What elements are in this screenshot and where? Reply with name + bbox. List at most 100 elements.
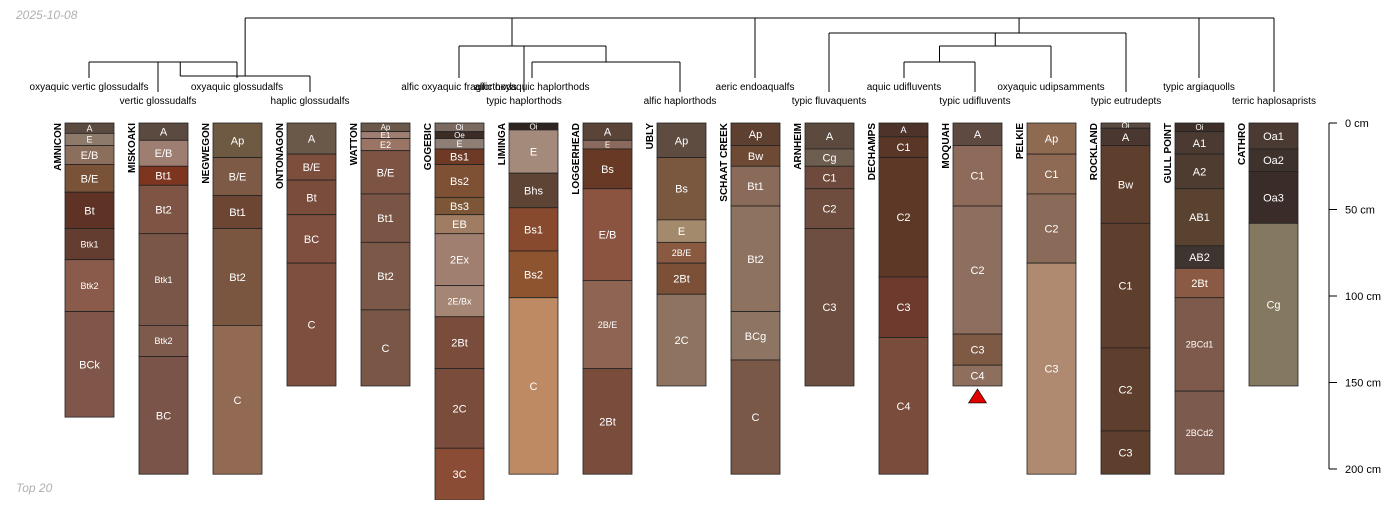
horizon: [804, 228, 855, 387]
horizon-label: A: [1122, 132, 1130, 144]
horizon-label: A: [86, 123, 92, 133]
date-label: 2025-10-08: [16, 8, 78, 22]
horizon: [434, 285, 485, 318]
taxon-label: vertic glossudalfs: [120, 96, 197, 107]
horizon-label: 2B/E: [598, 320, 618, 330]
horizon-label: A: [974, 129, 982, 141]
horizon: [1100, 430, 1151, 475]
horizon: [360, 309, 411, 387]
profile-name: DECHAMPS: [867, 123, 878, 181]
horizon: [138, 233, 189, 326]
horizon: [1100, 145, 1151, 224]
horizon-label: E: [605, 141, 610, 150]
horizon-label: Oi: [1122, 121, 1130, 130]
profile-cathro: Oa1 Oa2 Oa3 Cg CATHRO: [1237, 122, 1299, 387]
horizon-label: 2Bt: [673, 274, 690, 286]
horizon-label: B/E: [229, 172, 247, 184]
horizon-label: C4: [970, 371, 984, 383]
horizon-label: E: [530, 147, 537, 159]
horizon-label: Bs1: [450, 152, 469, 164]
horizon-label: AB1: [1189, 212, 1210, 224]
horizon-label: Bt1: [377, 213, 394, 225]
horizon: [360, 150, 411, 195]
horizon-label: E/B: [155, 148, 173, 160]
horizon-label: E: [678, 226, 685, 238]
horizon-label: Bs2: [524, 269, 543, 281]
axis-tick-label: 50 cm: [1345, 205, 1375, 217]
taxon-label: alfic oxyaquic fragiorthods: [401, 82, 517, 93]
horizon: [286, 262, 337, 387]
horizon-label: C2: [1044, 223, 1058, 235]
horizon: [1174, 153, 1225, 190]
horizon: [508, 172, 559, 209]
horizon-label: BC: [156, 410, 171, 422]
horizon: [1248, 122, 1299, 150]
horizon-label: Oa1: [1263, 131, 1284, 143]
horizon: [582, 188, 633, 281]
profile-name: LIMINGA: [497, 123, 508, 165]
horizon-label: Oi: [456, 123, 464, 132]
horizon-label: C3: [822, 302, 836, 314]
horizon-label: Ap: [381, 123, 391, 132]
horizon-label: 2C: [674, 335, 688, 347]
horizon: [212, 157, 263, 197]
horizon: [138, 325, 189, 357]
horizon: [64, 311, 115, 418]
horizon: [64, 259, 115, 312]
taxon-label: alfic oxyaquic haplorthods: [474, 82, 589, 93]
horizon-label: C2: [970, 265, 984, 277]
horizon-label: C2: [822, 204, 836, 216]
profile-name: ARNHEIM: [793, 123, 804, 170]
axis-tick-label: 200 cm: [1345, 464, 1381, 476]
horizon: [582, 148, 633, 190]
horizon-label: E: [86, 135, 92, 145]
horizon: [656, 157, 707, 221]
horizon-label: Btk1: [154, 275, 172, 285]
horizon-label: AB2: [1189, 252, 1210, 264]
horizon-label: 2C: [452, 403, 466, 415]
profile-name: PELKIE: [1015, 123, 1026, 159]
horizon-label: A1: [1193, 138, 1206, 150]
horizon: [508, 250, 559, 299]
horizon: [878, 157, 929, 278]
horizon-label: Btk2: [80, 281, 98, 291]
horizon: [360, 241, 411, 311]
horizon: [286, 153, 337, 181]
horizon: [434, 316, 485, 370]
horizon: [508, 297, 559, 475]
taxon-label: alfic haplorthods: [644, 96, 717, 107]
horizon: [138, 356, 189, 475]
horizon-label: E2: [380, 140, 391, 150]
horizon-label: C: [752, 412, 760, 424]
horizon-label: 2E/Bx: [447, 296, 472, 306]
horizon: [434, 447, 485, 501]
horizon: [64, 164, 115, 193]
axis-tick-label: 150 cm: [1345, 378, 1381, 390]
axis-tick-label: 100 cm: [1345, 291, 1381, 303]
horizon: [582, 280, 633, 370]
profile-name: GULL POINT: [1163, 123, 1174, 183]
profile-ontonagon: A B/E Bt BC C ONTONAGON: [275, 122, 337, 387]
profile-negwegon: Ap B/E Bt1 Bt2 C NEGWEGON: [201, 122, 263, 475]
horizon-label: C: [308, 320, 316, 332]
profile-miskoaki: A E/B Bt1 Bt2 Btk1 Btk2 BC MISKOAKI: [127, 122, 189, 475]
horizon: [138, 184, 189, 235]
horizon-label: Bhs: [524, 185, 543, 197]
horizon: [1026, 153, 1077, 195]
horizon-label: Oe: [454, 131, 465, 140]
horizon-label: Cg: [822, 153, 836, 165]
horizon-label: Ap: [231, 135, 244, 147]
profile-gull-point: Oi A1 A2 AB1 AB2 2Bt 2BCd1 2BCd2 GULL POINT: [1163, 122, 1225, 475]
horizon-label: B/E: [81, 173, 99, 185]
horizon-label: Oa2: [1263, 155, 1284, 167]
horizon: [730, 165, 781, 207]
horizon: [878, 337, 929, 475]
horizon-label: E: [456, 139, 462, 149]
profile-name: MOQUAH: [941, 123, 952, 169]
horizon-label: A: [160, 127, 168, 139]
horizon-label: E1: [381, 131, 391, 140]
horizon-label: 2Bt: [1191, 278, 1208, 290]
horizon-label: C: [382, 343, 390, 355]
horizon-label: Bs: [675, 184, 688, 196]
